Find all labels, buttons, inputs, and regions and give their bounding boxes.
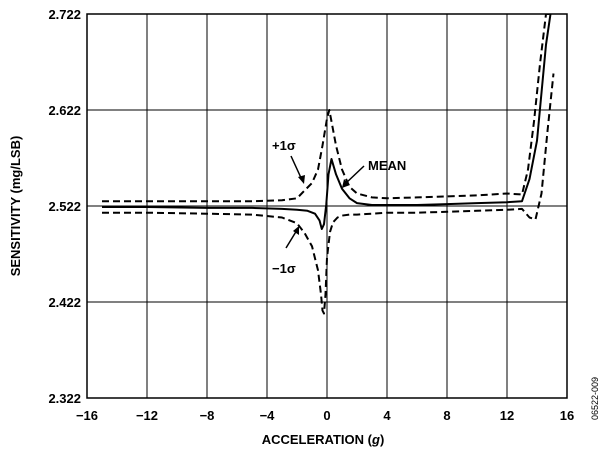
y-tick-label: 2.322 xyxy=(48,391,81,406)
plus-sigma-label: +1σ xyxy=(272,138,296,153)
y-tick-label: 2.522 xyxy=(48,199,81,214)
x-tick-label: −4 xyxy=(260,408,276,423)
series-line-2 xyxy=(102,73,555,315)
x-tick-labels: −16 −12 −8 −4 0 4 8 12 16 xyxy=(76,408,574,423)
series-line-0 xyxy=(102,14,552,230)
series-lines xyxy=(102,14,555,315)
y-tick-labels: 2.322 2.422 2.522 2.622 2.722 xyxy=(48,7,81,406)
minus-sigma-label: −1σ xyxy=(272,261,296,276)
minus-sigma-arrowhead xyxy=(293,226,299,235)
x-tick-label: 16 xyxy=(560,408,574,423)
y-tick-label: 2.622 xyxy=(48,103,81,118)
x-tick-label: 12 xyxy=(500,408,514,423)
x-tick-label: −12 xyxy=(136,408,158,423)
y-tick-label: 2.422 xyxy=(48,295,81,310)
mean-arrow xyxy=(344,165,365,185)
plot-frame xyxy=(86,13,568,399)
y-axis-title: SENSITIVITY (mg/LSB) xyxy=(8,136,23,277)
figure-id: 06522-009 xyxy=(590,377,600,420)
plus-sigma-arrow xyxy=(290,155,303,181)
mean-arrowhead xyxy=(342,179,350,188)
x-axis-title: ACCELERATION (g) xyxy=(262,432,385,447)
y-tick-label: 2.722 xyxy=(48,7,81,22)
plus-sigma-arrowhead xyxy=(298,175,305,184)
x-tick-label: −8 xyxy=(200,408,215,423)
annotations: MEAN +1σ −1σ xyxy=(272,138,406,276)
x-tick-label: 4 xyxy=(383,408,391,423)
series-line-1 xyxy=(102,14,551,203)
x-tick-label: 0 xyxy=(323,408,330,423)
mean-label: MEAN xyxy=(368,158,406,173)
x-tick-label: 8 xyxy=(443,408,450,423)
x-tick-label: −16 xyxy=(76,408,98,423)
minus-sigma-arrow xyxy=(285,229,298,249)
